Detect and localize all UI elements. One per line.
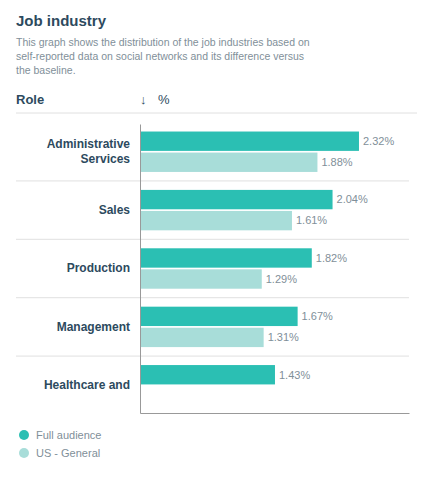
category-divider <box>16 297 409 298</box>
data-label: 1.31% <box>268 331 299 343</box>
bar <box>140 365 275 384</box>
plot: 2.32% 2.04% 1.82% 1.67% 1.43% 1.88% 1.61% 1.29%… <box>16 125 410 414</box>
data-label: 1.82% <box>316 252 347 264</box>
subtitle: This graph shows the distribution of the… <box>16 36 310 76</box>
category-divider <box>16 180 409 181</box>
legend-label: US - General <box>36 447 100 459</box>
y-tick: Production <box>67 261 130 275</box>
bar <box>140 328 264 347</box>
title: Job industry <box>16 12 107 29</box>
legend-item: Full audience <box>19 429 101 441</box>
bar <box>140 248 312 267</box>
y-tick: AdministrativeServices <box>47 137 131 165</box>
category-divider <box>16 239 409 240</box>
y-tick-label: Management <box>57 320 130 334</box>
category-divider <box>16 356 409 357</box>
bar <box>140 211 292 230</box>
y-axis-line <box>140 125 141 414</box>
y-tick: Management <box>57 320 130 334</box>
data-label: 1.67% <box>302 310 333 322</box>
annotation: ↓ <box>140 92 147 107</box>
data-labels: 2.32% 2.04% 1.82% 1.67% 1.43% 1.88% 1.61% 1.29%… <box>266 135 395 381</box>
data-label: 1.43% <box>279 369 310 381</box>
y-tick-label: Production <box>67 261 130 275</box>
y-tick: Healthcare and <box>44 378 130 392</box>
legend-swatch <box>19 430 29 440</box>
legend-swatch <box>19 448 29 458</box>
y-tick-label: Sales <box>99 203 131 217</box>
y-tick: Sales <box>99 203 131 217</box>
x-axis-label: % <box>158 92 170 107</box>
x-axis-line <box>141 413 410 414</box>
x-axis <box>141 413 410 414</box>
data-label: 1.29% <box>266 273 297 285</box>
legend-label: Full audience <box>36 429 101 441</box>
legend-item: US - General <box>19 447 100 459</box>
data-label: 2.32% <box>363 135 394 147</box>
bar <box>140 132 359 151</box>
header-divider <box>16 113 417 114</box>
data-label: 2.04% <box>337 193 368 205</box>
data-label: 1.61% <box>296 214 327 226</box>
data-label: 1.88% <box>321 156 352 168</box>
bar <box>140 153 317 172</box>
bar <box>140 307 298 326</box>
chart: Job industry This graph shows the distrib… <box>0 0 429 483</box>
bar <box>140 269 262 288</box>
y-tick-label: AdministrativeServices <box>47 137 131 165</box>
y-axis: AdministrativeServices Sales Production Man… <box>44 125 141 414</box>
bar <box>140 190 333 209</box>
y-tick-label: Healthcare and <box>44 378 130 392</box>
bars <box>140 132 359 385</box>
y-axis-label: Role <box>16 92 44 107</box>
legend: Full audience US - General <box>19 429 101 459</box>
